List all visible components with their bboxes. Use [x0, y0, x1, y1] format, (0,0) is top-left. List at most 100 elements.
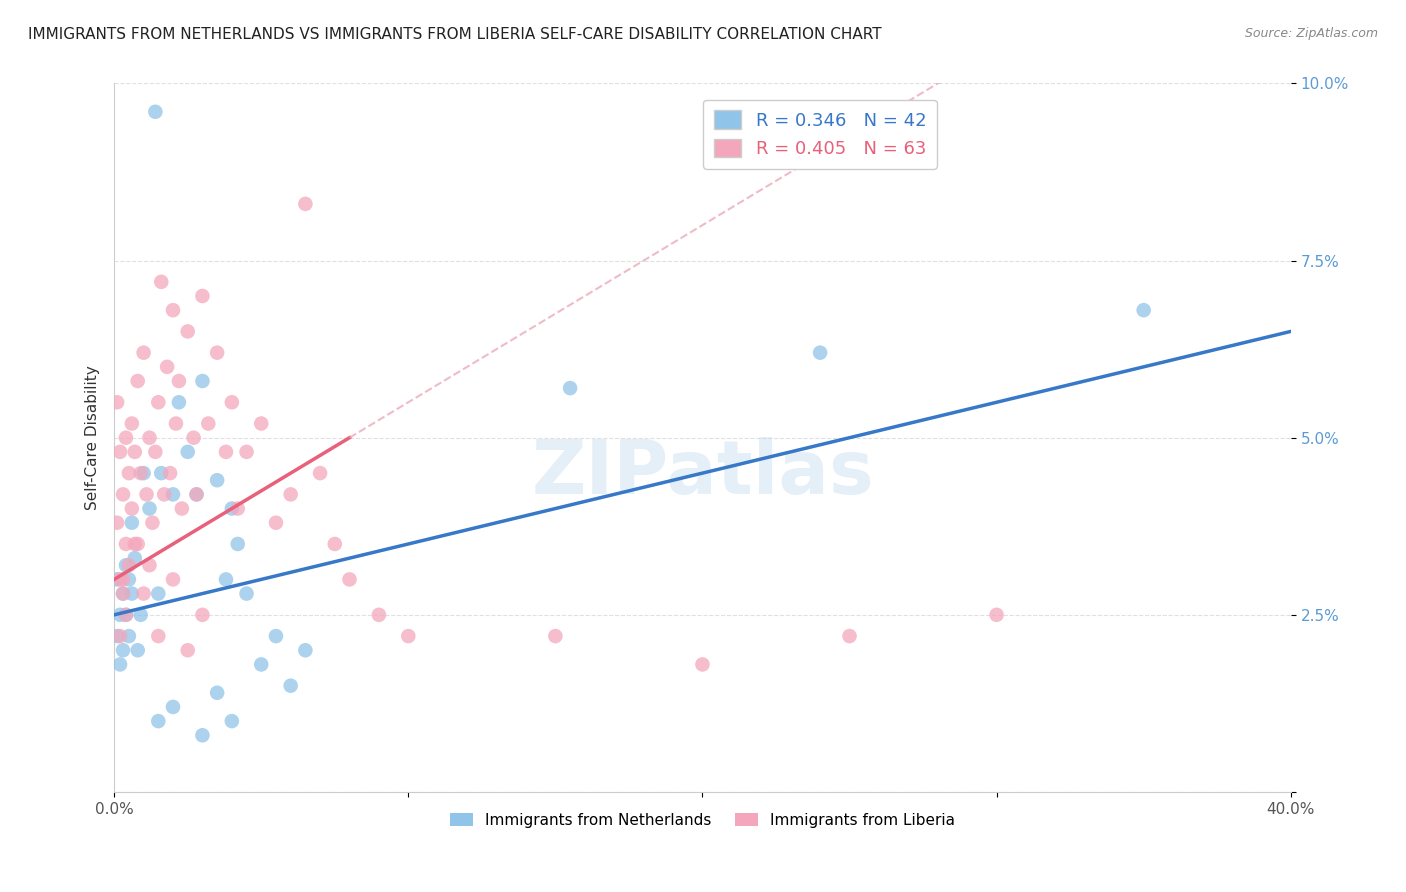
Point	[309, 466, 332, 480]
Point	[127, 374, 149, 388]
Point	[124, 551, 146, 566]
Point	[148, 714, 170, 728]
Point	[162, 487, 184, 501]
Point	[111, 573, 134, 587]
Point	[138, 501, 160, 516]
Point	[162, 573, 184, 587]
Point	[250, 657, 273, 672]
Point	[132, 466, 155, 480]
Point	[1132, 303, 1154, 318]
Point	[197, 417, 219, 431]
Point	[294, 643, 316, 657]
Point	[148, 629, 170, 643]
Point	[167, 374, 190, 388]
Point	[396, 629, 419, 643]
Point	[558, 381, 581, 395]
Point	[183, 431, 205, 445]
Point	[118, 466, 141, 480]
Point	[135, 487, 157, 501]
Y-axis label: Self-Care Disability: Self-Care Disability	[86, 366, 100, 510]
Point	[111, 487, 134, 501]
Point	[132, 586, 155, 600]
Point	[264, 629, 287, 643]
Point	[124, 445, 146, 459]
Point	[264, 516, 287, 530]
Point	[115, 537, 138, 551]
Point	[148, 586, 170, 600]
Point	[108, 445, 131, 459]
Point	[115, 431, 138, 445]
Point	[177, 643, 200, 657]
Point	[105, 573, 128, 587]
Point	[339, 573, 361, 587]
Text: IMMIGRANTS FROM NETHERLANDS VS IMMIGRANTS FROM LIBERIA SELF-CARE DISABILITY CORR: IMMIGRANTS FROM NETHERLANDS VS IMMIGRANT…	[28, 27, 882, 42]
Point	[191, 289, 214, 303]
Point	[235, 445, 257, 459]
Point	[118, 629, 141, 643]
Point	[280, 487, 302, 501]
Point	[118, 573, 141, 587]
Point	[111, 643, 134, 657]
Point	[186, 487, 208, 501]
Point	[150, 275, 173, 289]
Point	[121, 501, 143, 516]
Point	[162, 700, 184, 714]
Point	[127, 643, 149, 657]
Point	[124, 537, 146, 551]
Point	[108, 573, 131, 587]
Point	[105, 516, 128, 530]
Point	[191, 728, 214, 742]
Point	[280, 679, 302, 693]
Point	[986, 607, 1008, 622]
Point	[111, 586, 134, 600]
Point	[129, 466, 152, 480]
Point	[141, 516, 163, 530]
Point	[138, 431, 160, 445]
Point	[138, 558, 160, 573]
Point	[105, 629, 128, 643]
Point	[205, 345, 228, 359]
Point	[145, 104, 167, 119]
Point	[148, 395, 170, 409]
Point	[118, 558, 141, 573]
Text: Source: ZipAtlas.com: Source: ZipAtlas.com	[1244, 27, 1378, 40]
Point	[692, 657, 714, 672]
Point	[108, 629, 131, 643]
Point	[115, 558, 138, 573]
Point	[108, 657, 131, 672]
Point	[191, 374, 214, 388]
Point	[127, 537, 149, 551]
Legend: Immigrants from Netherlands, Immigrants from Liberia: Immigrants from Netherlands, Immigrants …	[444, 806, 960, 834]
Point	[162, 303, 184, 318]
Point	[215, 573, 238, 587]
Point	[108, 607, 131, 622]
Point	[177, 445, 200, 459]
Point	[221, 395, 243, 409]
Point	[235, 586, 257, 600]
Point	[111, 586, 134, 600]
Point	[191, 607, 214, 622]
Point	[145, 445, 167, 459]
Point	[150, 466, 173, 480]
Point	[167, 395, 190, 409]
Point	[544, 629, 567, 643]
Point	[165, 417, 187, 431]
Point	[121, 516, 143, 530]
Point	[105, 395, 128, 409]
Point	[808, 345, 831, 359]
Point	[367, 607, 389, 622]
Point	[215, 445, 238, 459]
Point	[226, 501, 249, 516]
Point	[205, 473, 228, 487]
Point	[129, 607, 152, 622]
Point	[115, 607, 138, 622]
Point	[170, 501, 193, 516]
Point	[156, 359, 179, 374]
Point	[205, 686, 228, 700]
Point	[159, 466, 181, 480]
Point	[121, 586, 143, 600]
Point	[115, 607, 138, 622]
Point	[323, 537, 346, 551]
Point	[132, 345, 155, 359]
Point	[153, 487, 176, 501]
